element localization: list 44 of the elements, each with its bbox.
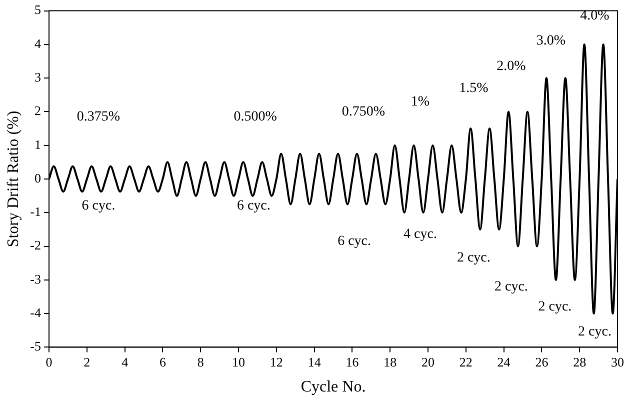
annotation: 4 cyc. (404, 227, 437, 242)
y-tick-label: -4 (30, 304, 42, 320)
y-tick-label: 2 (34, 103, 42, 118)
annotation: 6 cyc. (236, 198, 270, 214)
x-tick-label: 16 (346, 354, 360, 370)
x-tick-label: 0 (46, 354, 52, 370)
y-tick-label: 4 (34, 36, 42, 51)
x-tick-label: 26 (535, 354, 549, 370)
annotation: 2.0% (496, 58, 526, 74)
x-tick-label: 2 (84, 354, 90, 370)
annotation: 0.500% (234, 109, 278, 124)
y-tick-label: 1 (34, 136, 42, 152)
y-tick-label: -5 (30, 338, 42, 354)
annotation: 6 cyc. (82, 198, 116, 214)
x-tick-label: 12 (270, 354, 283, 370)
annotation: 2 cyc. (538, 300, 572, 315)
annotation: 1.5% (459, 80, 489, 96)
x-tick-label: 10 (232, 354, 246, 370)
x-tick-label: 20 (422, 354, 435, 370)
y-tick-label: 0 (34, 170, 42, 186)
y-tick-label: -1 (30, 204, 42, 220)
x-tick-label: 4 (122, 354, 129, 370)
x-tick-label: 6 (159, 354, 166, 370)
x-axis-title: Cycle No. (300, 378, 366, 396)
x-tick-label: 30 (611, 354, 624, 370)
y-tick-label: -2 (30, 238, 42, 253)
y-axis-title: Story Drift Ratio (%) (4, 110, 22, 248)
x-tick-label: 14 (308, 354, 322, 370)
y-tick-label: 3 (34, 70, 42, 84)
x-tick-label: 28 (573, 354, 586, 370)
annotation: 0.750% (342, 104, 386, 120)
annotation: 6 cyc. (338, 234, 372, 249)
x-tick-label: 24 (497, 354, 511, 370)
x-tick-label: 22 (459, 354, 472, 370)
annotation: 1% (410, 94, 430, 110)
y-tick-label: -3 (30, 271, 42, 286)
annotation: 2 cyc. (456, 250, 490, 266)
annotation: 2 cyc. (578, 324, 612, 340)
annotation: 2 cyc. (494, 279, 528, 294)
y-tick-label: 5 (34, 2, 42, 18)
x-tick-label: 18 (384, 354, 397, 370)
x-tick-label: 8 (197, 354, 204, 370)
annotation: 3.0% (536, 34, 566, 49)
annotation: 0.375% (76, 109, 120, 124)
